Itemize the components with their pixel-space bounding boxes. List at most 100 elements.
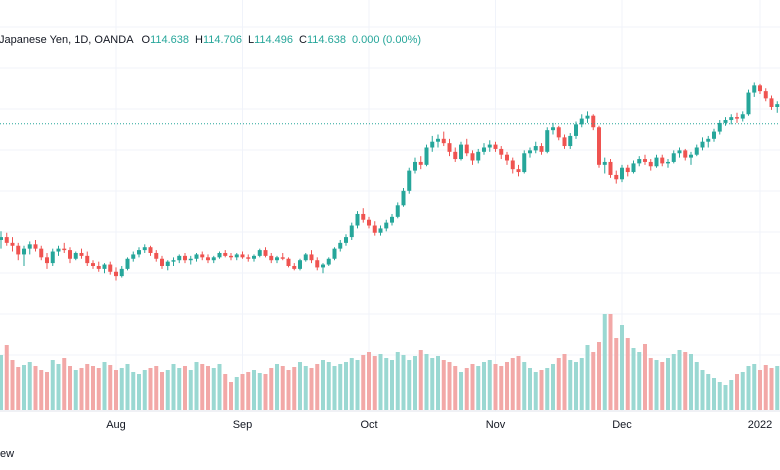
candle-body bbox=[740, 114, 745, 119]
candle-body bbox=[637, 159, 642, 164]
candle-body bbox=[298, 260, 302, 269]
candle-body bbox=[660, 157, 665, 164]
candle-body bbox=[447, 143, 452, 152]
candle bbox=[660, 154, 665, 167]
volume-bar bbox=[706, 374, 711, 410]
time-axis-label: 2022 bbox=[748, 419, 772, 431]
volume-bar bbox=[602, 314, 607, 410]
symbol-label: Japanese Yen, 1D, OANDA bbox=[0, 34, 134, 46]
volume-bar bbox=[597, 342, 601, 410]
candle bbox=[694, 144, 699, 157]
candle bbox=[459, 141, 463, 161]
volume-bar bbox=[758, 370, 762, 410]
volume-bar bbox=[137, 374, 141, 410]
candle-body bbox=[459, 144, 463, 160]
candle bbox=[482, 143, 486, 155]
candle bbox=[39, 245, 44, 261]
volume-bar bbox=[447, 362, 452, 410]
volume-bar bbox=[286, 370, 291, 410]
volume-bar bbox=[367, 352, 371, 410]
volume-bar bbox=[68, 366, 72, 410]
volume-bar bbox=[579, 358, 584, 410]
candle-body bbox=[436, 138, 440, 142]
candle bbox=[487, 140, 492, 152]
candle bbox=[706, 135, 711, 148]
volume-bar bbox=[114, 370, 118, 410]
candle bbox=[68, 247, 72, 264]
candle bbox=[131, 251, 136, 262]
candle bbox=[436, 134, 440, 148]
volume-bar bbox=[528, 368, 532, 410]
candle-body bbox=[568, 135, 573, 147]
volume-bar bbox=[413, 356, 417, 410]
candle-body bbox=[631, 163, 636, 173]
candle bbox=[321, 263, 325, 274]
candle-body bbox=[344, 237, 348, 243]
candle-body bbox=[361, 213, 366, 220]
volume-bar bbox=[717, 382, 722, 410]
candle bbox=[631, 160, 636, 174]
candle bbox=[418, 156, 423, 170]
candle bbox=[562, 134, 567, 149]
footer-fragment[interactable]: ew bbox=[0, 448, 14, 460]
candle-body bbox=[338, 242, 343, 249]
candle bbox=[585, 111, 590, 123]
candle bbox=[33, 239, 38, 252]
volume-bar bbox=[390, 360, 394, 410]
volume-bar bbox=[332, 366, 337, 410]
candle bbox=[729, 114, 734, 125]
candle bbox=[223, 250, 228, 258]
candle bbox=[298, 258, 302, 271]
candle bbox=[27, 241, 32, 255]
candle-body bbox=[96, 265, 101, 269]
candle bbox=[257, 248, 262, 258]
candle bbox=[177, 254, 182, 264]
candle bbox=[263, 247, 268, 258]
candle bbox=[4, 232, 9, 246]
candle-body bbox=[269, 255, 274, 261]
candle-body bbox=[723, 120, 728, 123]
volume-bar bbox=[683, 352, 688, 410]
candle bbox=[200, 251, 205, 261]
open-value: 114.638 bbox=[150, 34, 189, 46]
candle bbox=[551, 122, 555, 135]
candle bbox=[591, 114, 596, 131]
candle-body bbox=[315, 260, 320, 268]
volume-bar bbox=[459, 372, 463, 410]
candle bbox=[206, 254, 210, 264]
volume-bar bbox=[315, 364, 320, 410]
volume-bar bbox=[252, 370, 256, 410]
candle-body bbox=[85, 255, 90, 264]
candle bbox=[614, 170, 619, 184]
candle-body bbox=[464, 144, 469, 154]
volume-bar bbox=[568, 360, 573, 410]
volume-bar bbox=[0, 355, 3, 410]
volume-bar bbox=[108, 365, 113, 410]
volume-bar bbox=[234, 377, 239, 410]
candle bbox=[769, 95, 774, 110]
volume-bar bbox=[33, 366, 38, 410]
time-axis-label: Aug bbox=[106, 419, 126, 431]
volume-bar bbox=[539, 370, 544, 410]
candle bbox=[447, 138, 452, 157]
candle bbox=[384, 219, 389, 232]
candle-body bbox=[671, 153, 676, 162]
candle bbox=[85, 251, 90, 266]
volume-bar bbox=[533, 372, 538, 410]
volume-bar bbox=[96, 368, 101, 410]
candle-body bbox=[257, 250, 262, 256]
time-axis-label: Sep bbox=[233, 419, 253, 431]
candle bbox=[671, 150, 676, 164]
volume-bar bbox=[91, 366, 95, 410]
candle bbox=[114, 267, 118, 281]
candle bbox=[50, 248, 55, 266]
candle-body bbox=[137, 250, 141, 255]
candle-body bbox=[165, 261, 170, 266]
candle-body bbox=[286, 258, 291, 266]
volume-bar bbox=[372, 356, 377, 410]
candle-body bbox=[746, 92, 751, 115]
candle-body bbox=[62, 248, 67, 251]
candle bbox=[315, 257, 320, 271]
candle-body bbox=[108, 264, 113, 272]
